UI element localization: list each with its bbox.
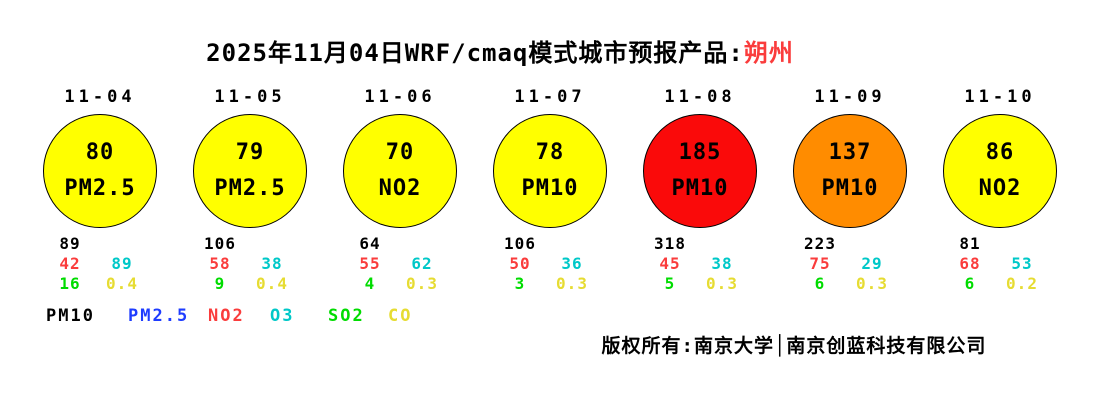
value-pm10: 318 [654,234,686,253]
value-so2: 6 [964,274,976,293]
value-co: 0.4 [256,274,288,293]
value-no2: 58 [209,254,231,273]
date-label: 11-06 [364,87,436,107]
aqi-circle: 79 PM2.5 [193,114,307,228]
value-no2: 55 [359,254,381,273]
primary-pollutant-label: NO2 [978,176,1022,201]
date-label: 11-05 [214,87,286,107]
value-so2: 6 [814,274,826,293]
value-o3: 29 [861,254,883,273]
date-label: 11-04 [64,87,136,107]
value-o3: 89 [111,254,133,273]
value-o3: 38 [711,254,733,273]
aqi-value: 137 [828,140,872,165]
value-no2: 50 [509,254,531,273]
title-prefix: 2025年11月04日WRF/cmaq模式城市预报产品: [206,39,744,67]
primary-pollutant-label: PM10 [521,176,579,201]
value-so2: 4 [364,274,376,293]
legend-item-co: CO [388,306,413,326]
date-label: 11-08 [664,87,736,107]
aqi-value: 70 [385,140,415,165]
primary-pollutant-label: PM2.5 [64,176,136,201]
legend-item-o3: O3 [270,306,295,326]
primary-pollutant-label: PM2.5 [214,176,286,201]
value-o3: 62 [411,254,433,273]
aqi-value: 185 [678,140,722,165]
value-so2: 16 [59,274,81,293]
value-so2: 5 [664,274,676,293]
value-co: 0.3 [706,274,738,293]
aqi-circle: 70 NO2 [343,114,457,228]
page-title: 2025年11月04日WRF/cmaq模式城市预报产品:朔州 [206,33,794,68]
aqi-value: 86 [985,140,1015,165]
legend-item-no2: NO2 [208,306,245,326]
value-so2: 3 [514,274,526,293]
primary-pollutant-label: PM10 [821,176,879,201]
date-label: 11-09 [814,87,886,107]
aqi-value: 79 [235,140,265,165]
value-pm10: 89 [59,234,81,253]
aqi-value: 80 [85,140,115,165]
date-label: 11-07 [514,87,586,107]
value-o3: 38 [261,254,283,273]
aqi-circle: 80 PM2.5 [43,114,157,228]
value-co: 0.3 [856,274,888,293]
value-co: 0.3 [556,274,588,293]
value-co: 0.2 [1006,274,1038,293]
value-pm10: 106 [204,234,236,253]
copyright-text: 版权所有:南京大学│南京创蓝科技有限公司 [601,335,987,357]
primary-pollutant-label: PM10 [671,176,729,201]
primary-pollutant-label: NO2 [378,176,422,201]
legend-item-pm25: PM2.5 [128,306,190,326]
legend-item-pm10: PM10 [46,306,95,326]
legend-item-so2: SO2 [328,306,365,326]
date-label: 11-10 [964,87,1036,107]
value-o3: 36 [561,254,583,273]
value-o3: 53 [1011,254,1033,273]
value-no2: 45 [659,254,681,273]
value-no2: 68 [959,254,981,273]
value-no2: 42 [59,254,81,273]
aqi-value: 78 [535,140,565,165]
value-pm10: 223 [804,234,836,253]
value-pm10: 64 [359,234,381,253]
value-co: 0.4 [106,274,138,293]
value-co: 0.3 [406,274,438,293]
value-pm10: 81 [959,234,981,253]
title-city: 朔州 [743,39,794,67]
aqi-circle: 78 PM10 [493,114,607,228]
value-so2: 9 [214,274,226,293]
aqi-circle: 86 NO2 [943,114,1057,228]
value-pm10: 106 [504,234,536,253]
aqi-circle: 137 PM10 [793,114,907,228]
value-no2: 75 [809,254,831,273]
aqi-circle: 185 PM10 [643,114,757,228]
